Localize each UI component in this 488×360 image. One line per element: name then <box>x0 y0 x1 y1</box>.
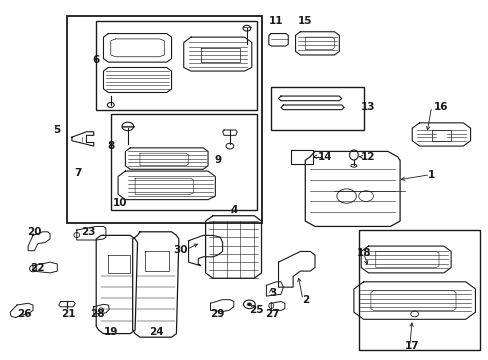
Text: 12: 12 <box>361 152 375 162</box>
Text: 27: 27 <box>265 309 280 319</box>
Text: 24: 24 <box>148 327 163 337</box>
Text: 14: 14 <box>317 152 331 162</box>
Bar <box>358 230 479 350</box>
Text: 19: 19 <box>103 327 118 337</box>
Text: 2: 2 <box>301 295 308 305</box>
Text: 10: 10 <box>113 198 127 208</box>
Text: 17: 17 <box>404 341 419 351</box>
Text: 20: 20 <box>27 227 41 237</box>
Text: 21: 21 <box>61 309 76 319</box>
Text: 26: 26 <box>18 309 32 319</box>
Text: 11: 11 <box>268 16 283 26</box>
Text: 5: 5 <box>54 125 61 135</box>
Text: 9: 9 <box>214 156 221 165</box>
Bar <box>96 21 256 111</box>
Bar <box>436 132 446 139</box>
Text: 7: 7 <box>74 168 81 178</box>
Text: 4: 4 <box>230 205 237 215</box>
Text: 13: 13 <box>361 102 375 112</box>
Bar <box>111 114 256 210</box>
Text: 25: 25 <box>249 305 264 315</box>
Text: 1: 1 <box>427 170 434 180</box>
Text: 23: 23 <box>81 227 95 237</box>
Text: 16: 16 <box>433 102 448 112</box>
Circle shape <box>246 302 251 306</box>
Text: 28: 28 <box>90 309 105 319</box>
Bar <box>271 87 363 130</box>
Text: 6: 6 <box>92 55 100 65</box>
Text: 22: 22 <box>31 262 45 273</box>
Text: 18: 18 <box>356 248 370 258</box>
Bar <box>67 16 261 223</box>
Text: 3: 3 <box>268 288 276 297</box>
Text: 29: 29 <box>210 309 224 319</box>
Text: 30: 30 <box>173 245 187 255</box>
Text: 15: 15 <box>297 16 312 26</box>
Text: 8: 8 <box>107 141 114 151</box>
